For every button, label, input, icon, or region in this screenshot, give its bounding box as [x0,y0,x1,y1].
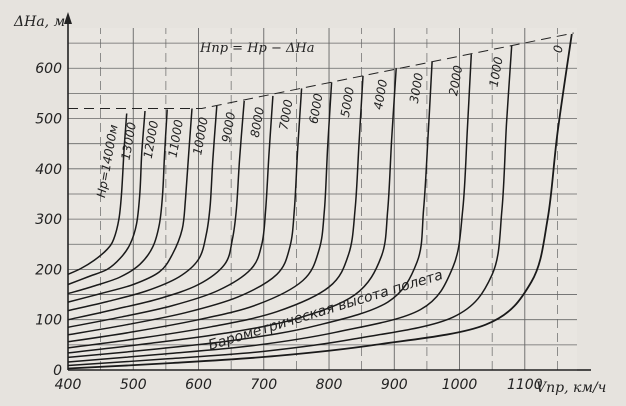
x-tick-label: 1100 [507,377,543,393]
series-label: 13000 [119,121,139,161]
x-tick-label: 800 [316,377,343,393]
axes: 400 500 600 700 800 900 1000 110001002003004005… [35,12,591,393]
y-tick-label: 300 [35,212,62,228]
series-label: 9000 [219,111,238,144]
series-line [67,95,274,329]
series-line [67,82,333,343]
series-label: 2000 [446,64,465,97]
series-label: 12000 [141,119,161,159]
envelope [68,32,574,109]
series-line [67,113,128,276]
x-tick-label: 700 [250,377,277,393]
y-tick-label: 0 [53,363,62,379]
series-line [67,110,146,286]
series-line [67,61,433,359]
series-label: 3000 [407,71,426,104]
series-line [67,108,193,303]
x-tick-label: 900 [381,377,408,393]
y-tick-label: 500 [35,112,62,128]
series-label: 1000 [487,55,506,88]
y-axis-label: ΔHa, м [13,14,65,30]
series-label: 11000 [166,118,186,158]
series-label: 0 [551,44,566,54]
x-tick-label: 600 [185,377,212,393]
series-line [67,88,303,336]
series-label: 10000 [190,116,210,156]
series-line [67,54,473,363]
curves [67,33,573,370]
x-axis-label: Vпр, км/ч [536,380,606,396]
grid [68,28,577,370]
series-label: 8000 [248,106,267,139]
series-line [67,33,573,370]
y-tick-label: 200 [35,262,62,278]
x-tick-label: 400 [55,377,82,393]
series-line [67,105,218,312]
series-line [67,45,513,367]
series-label: 4000 [371,78,390,111]
formula-label: Hпр = Hр − ΔHa [199,41,314,56]
y-tick-label: 100 [35,313,62,329]
series-label: 5000 [338,86,357,119]
series-line [67,109,168,295]
y-axis-arrow [64,12,72,24]
y-tick-label: 400 [35,162,62,178]
y-tick-label: 600 [35,61,62,77]
x-tick-label: 1000 [442,377,478,393]
envelope-line [68,32,574,109]
x-tick-label: 500 [120,377,147,393]
series-line [67,68,397,354]
series-label: 7000 [276,98,295,131]
series-label: 6000 [306,92,325,125]
series-line [67,100,245,321]
series-line [67,75,364,349]
